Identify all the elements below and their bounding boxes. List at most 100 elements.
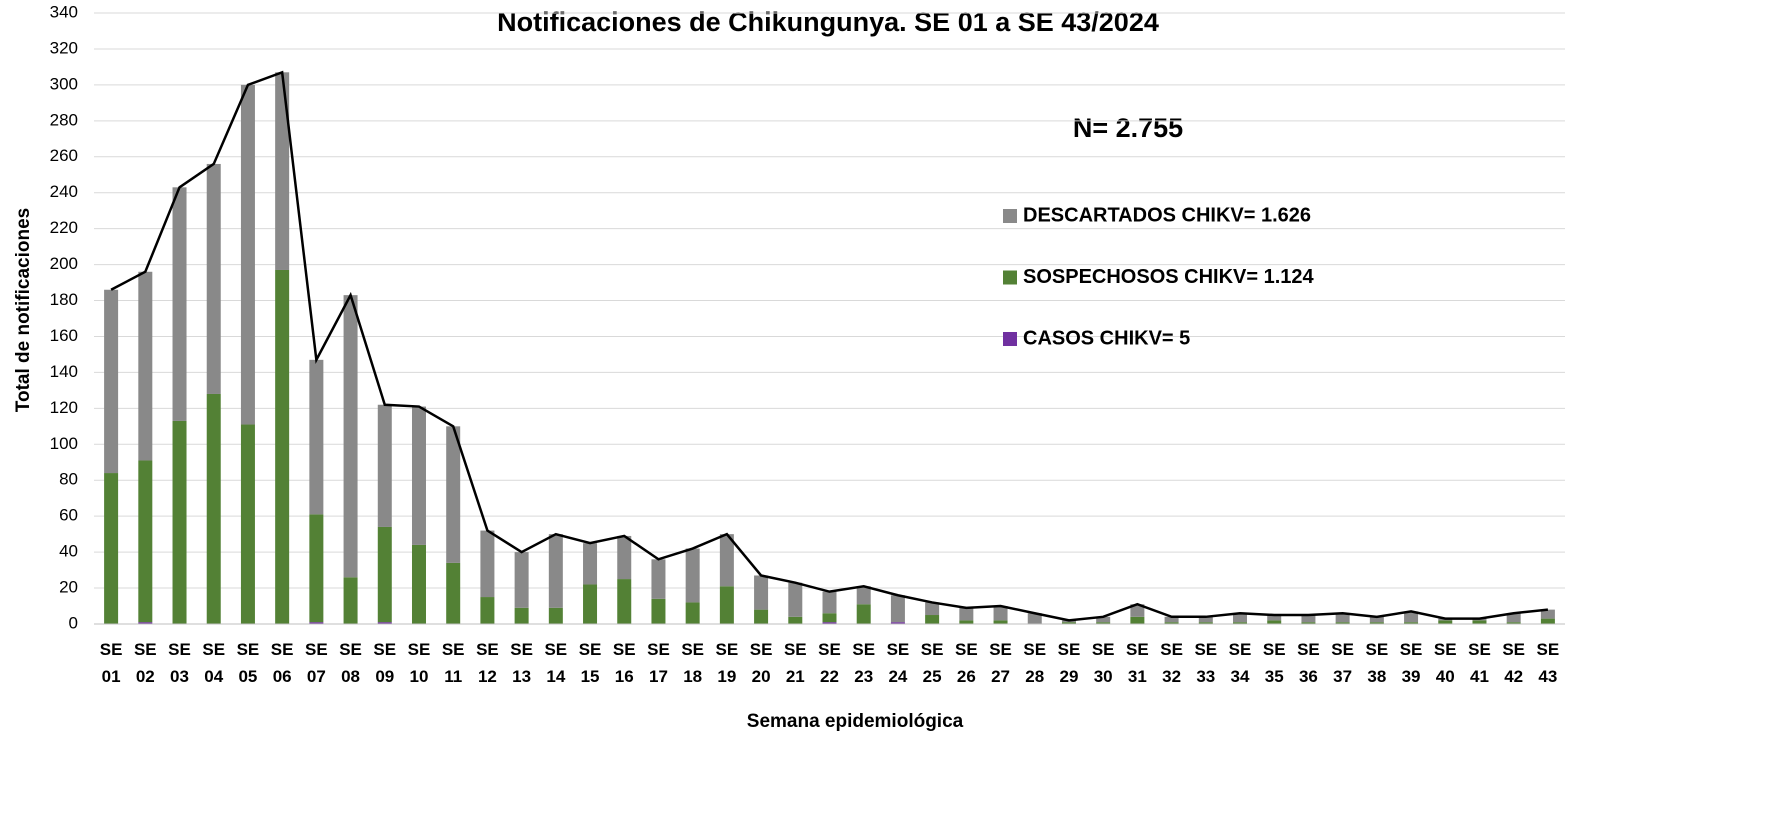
bar-segment: [890, 622, 905, 624]
bar-segment: [309, 359, 324, 515]
bar-segment: [411, 406, 426, 545]
y-tick-label: 280: [50, 110, 78, 129]
y-tick-label: 240: [50, 182, 78, 201]
bar-segment: [411, 544, 426, 624]
y-tick-label: 0: [69, 613, 78, 632]
bar-segment: [343, 295, 358, 578]
x-tick-label: SE 09: [373, 640, 396, 686]
bar-segment: [651, 598, 666, 624]
bar-segment: [1130, 604, 1145, 617]
bar-segment: [856, 604, 871, 624]
bar-segment: [617, 579, 632, 624]
bar-segment: [1335, 613, 1350, 623]
bar-segment: [1130, 616, 1145, 624]
y-tick-label: 200: [50, 254, 78, 273]
y-tick-label: 80: [59, 470, 78, 489]
bar-segment: [1369, 616, 1384, 623]
bar-segment: [1506, 622, 1521, 624]
x-tick-label: SE 21: [784, 640, 807, 686]
x-tick-label: SE 34: [1229, 640, 1252, 686]
bar-segment: [240, 84, 255, 425]
bar-segment: [1335, 622, 1350, 624]
legend-label: DESCARTADOS CHIKV= 1.626: [1023, 204, 1311, 226]
bar-segment: [1233, 613, 1248, 623]
x-tick-label: SE 12: [476, 640, 499, 686]
y-tick-label: 60: [59, 506, 78, 525]
bar-segment: [719, 534, 734, 587]
bar-segment: [1301, 615, 1316, 623]
bar-segment: [377, 526, 392, 623]
x-tick-label: SE 05: [237, 640, 260, 686]
bar-segment: [719, 586, 734, 624]
y-tick-label: 220: [50, 218, 78, 237]
bar-segment: [993, 620, 1008, 624]
bar-segment: [1540, 618, 1555, 624]
total-line: [110, 70, 1549, 622]
bar-segment: [959, 607, 974, 621]
y-tick-label: 140: [50, 362, 78, 381]
x-tick-label: SE 11: [442, 640, 465, 686]
bar-segment: [1540, 609, 1555, 619]
x-tick-label: SE 38: [1366, 640, 1389, 686]
x-tick-label: SE 32: [1160, 640, 1183, 686]
bar-segment: [583, 584, 598, 624]
bar-segment: [685, 602, 700, 624]
bar-segment: [1506, 613, 1521, 623]
bar-segment: [890, 595, 905, 623]
y-tick-label: 20: [59, 578, 78, 597]
legend-swatch: [1003, 270, 1017, 285]
bar-segment: [309, 514, 324, 623]
bar-segment: [275, 72, 290, 270]
bar-segment: [925, 615, 940, 624]
x-tick-label: SE 37: [1331, 640, 1354, 686]
bar-segment: [275, 269, 290, 624]
bar-segment: [822, 622, 837, 624]
bar-segment: [206, 393, 221, 624]
y-tick-label: 180: [50, 290, 78, 309]
bar-segment: [1369, 622, 1384, 624]
x-tick-label: SE 07: [305, 640, 328, 686]
x-tick-label: SE 16: [613, 640, 636, 686]
x-tick-label: SE 14: [544, 640, 567, 686]
bar-segment: [1164, 622, 1179, 624]
bar-segment: [788, 582, 803, 617]
bar-segment: [104, 473, 119, 624]
bar-segment: [1096, 616, 1111, 623]
bar-segment: [1438, 620, 1453, 624]
x-tick-label: SE 33: [1194, 640, 1217, 686]
x-tick-label: SE 01: [100, 640, 123, 686]
bar-segment: [1267, 620, 1282, 624]
legend-label: CASOS CHIKV= 5: [1023, 327, 1190, 349]
x-tick-label: SE 40: [1434, 640, 1457, 686]
bar-segment: [514, 607, 529, 624]
bar-segment: [1027, 613, 1042, 624]
y-tick-label: 160: [50, 326, 78, 345]
bar-segment: [993, 606, 1008, 621]
bar-segment: [822, 591, 837, 614]
bar-segment: [788, 616, 803, 624]
x-tick-label: SE 08: [339, 640, 362, 686]
bar-segment: [548, 607, 563, 624]
x-tick-label: SE 31: [1126, 640, 1149, 686]
bar-segment: [754, 609, 769, 624]
bar-segment: [480, 530, 495, 598]
bar-segment: [959, 620, 974, 624]
bar-segment: [651, 559, 666, 599]
bar-segment: [309, 622, 324, 624]
bar-segment: [822, 613, 837, 623]
bar-segment: [1198, 616, 1213, 623]
x-tick-label: SE 03: [168, 640, 191, 686]
y-axis-label: Total de notificaciones: [13, 208, 34, 412]
x-tick-label: SE 22: [818, 640, 841, 686]
bar-segment: [104, 289, 119, 474]
bar-segment: [1472, 620, 1487, 624]
bar-segment: [1198, 622, 1213, 624]
bar-segment: [1096, 622, 1111, 624]
bar-segment: [446, 426, 461, 563]
x-tick-label: SE 20: [750, 640, 773, 686]
bar-segment: [1267, 615, 1282, 621]
y-tick-label: 100: [50, 434, 78, 453]
x-tick-label: SE 19: [716, 640, 739, 686]
x-tick-label: SE 39: [1400, 640, 1423, 686]
bar-segment: [480, 597, 495, 624]
